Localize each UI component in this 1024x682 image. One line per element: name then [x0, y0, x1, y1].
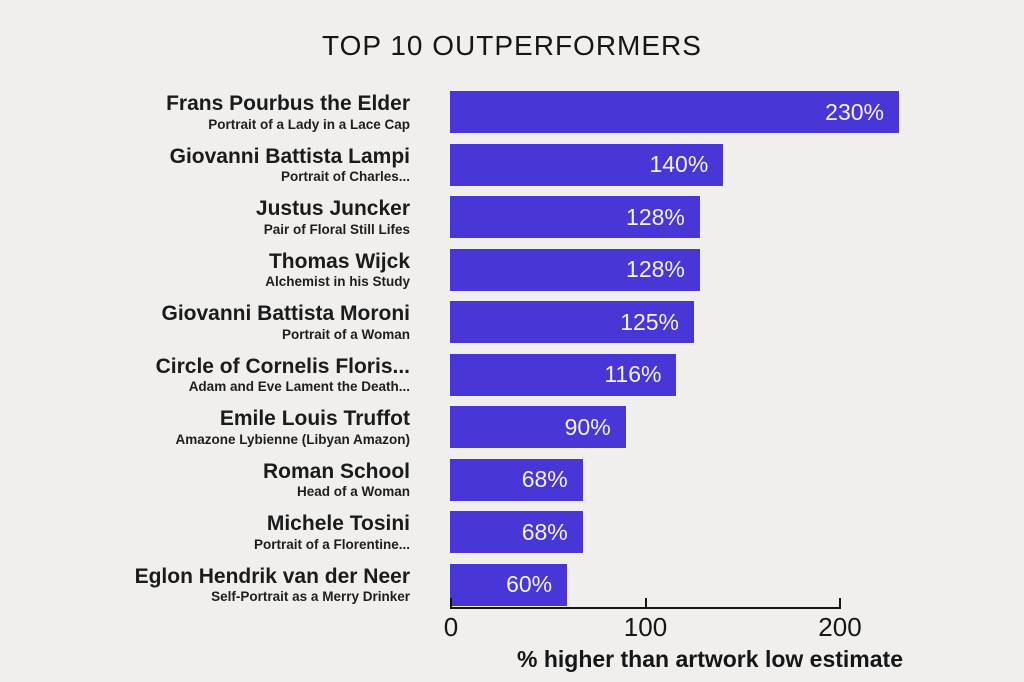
chart-row: Michele Tosini Portrait of a Florentine.…	[0, 506, 1024, 559]
row-label-block: Frans Pourbus the Elder Portrait of a La…	[0, 92, 410, 132]
bar-track: 60%	[450, 563, 899, 606]
bar: 128%	[450, 196, 700, 239]
bar-value-label: 128%	[626, 256, 685, 283]
artwork-title: Head of a Woman	[296, 484, 410, 500]
chart-row: Justus Juncker Pair of Floral Still Life…	[0, 191, 1024, 244]
chart-title: TOP 10 OUTPERFORMERS	[322, 29, 702, 61]
bar: 140%	[450, 143, 724, 186]
artwork-title: Self-Portrait as a Merry Drinker	[211, 589, 410, 605]
bar-value-label: 68%	[521, 518, 568, 545]
artist-name: Eglon Hendrik van der Neer	[134, 564, 410, 588]
row-label-block: Justus Juncker Pair of Floral Still Life…	[0, 197, 410, 237]
artist-name: Roman School	[262, 459, 410, 483]
chart-row: Thomas Wijck Alchemist in his Study 128%	[0, 244, 1024, 297]
row-label-block: Giovanni Battista Lampi Portrait of Char…	[0, 145, 410, 185]
bar-track: 116%	[450, 353, 899, 396]
bar-value-label: 116%	[604, 361, 662, 388]
artist-name: Michele Tosini	[266, 512, 410, 536]
bar: 125%	[450, 301, 695, 344]
chart-row: Frans Pourbus the Elder Portrait of a La…	[0, 86, 1024, 139]
x-axis-title: % higher than artwork low estimate	[517, 646, 903, 672]
bar-value-label: 90%	[564, 413, 611, 440]
artist-name: Justus Juncker	[255, 197, 410, 221]
bar-track: 230%	[450, 91, 899, 134]
chart-row: Giovanni Battista Moroni Portrait of a W…	[0, 296, 1024, 349]
chart-row: Giovanni Battista Lampi Portrait of Char…	[0, 139, 1024, 192]
artwork-title: Adam and Eve Lament the Death...	[188, 379, 410, 395]
bar-track: 125%	[450, 301, 899, 344]
artwork-title: Alchemist in his Study	[265, 274, 410, 290]
x-axis-tick-label: 100	[623, 612, 668, 642]
artwork-title: Pair of Floral Still Lifes	[263, 221, 410, 237]
row-label-block: Roman School Head of a Woman	[0, 460, 410, 500]
bar-value-label: 230%	[825, 98, 884, 125]
chart-row: Roman School Head of a Woman 68%	[0, 454, 1024, 507]
row-label-block: Circle of Cornelis Floris... Adam and Ev…	[0, 355, 410, 395]
artwork-title: Portrait of a Florentine...	[253, 536, 410, 552]
x-axis-tick-label: 200	[818, 612, 862, 642]
x-axis-tick-label: 0	[443, 612, 459, 642]
bar-value-label: 60%	[506, 571, 553, 598]
chart-row: Emile Louis Truffot Amazone Lybienne (Li…	[0, 401, 1024, 454]
row-label-block: Emile Louis Truffot Amazone Lybienne (Li…	[0, 407, 410, 447]
bar-track: 68%	[450, 511, 899, 554]
bar-value-label: 128%	[626, 203, 685, 230]
row-label-block: Michele Tosini Portrait of a Florentine.…	[0, 512, 410, 552]
x-axis-tick-labels: 0 100 200	[444, 612, 862, 642]
bar-track: 128%	[450, 196, 899, 239]
row-label-block: Giovanni Battista Moroni Portrait of a W…	[0, 302, 410, 342]
x-axis-tick	[450, 598, 452, 609]
bar: 90%	[450, 406, 626, 449]
artwork-title: Portrait of Charles...	[280, 169, 410, 185]
artwork-title: Amazone Lybienne (Libyan Amazon)	[175, 431, 410, 447]
bar: 230%	[450, 91, 899, 134]
bar-value-label: 125%	[620, 308, 680, 335]
bar-value-label: 68%	[521, 466, 568, 493]
artwork-title: Portrait of a Lady in a Lace Cap	[208, 116, 410, 132]
artist-name: Frans Pourbus the Elder	[166, 92, 410, 116]
chart-row: Eglon Hendrik van der Neer Self-Portrait…	[0, 559, 1024, 612]
row-label-block: Thomas Wijck Alchemist in his Study	[0, 250, 410, 290]
artist-name: Emile Louis Truffot	[219, 407, 410, 431]
bar: 68%	[450, 458, 583, 501]
bar-value-label: 140%	[649, 151, 709, 178]
bar: 128%	[450, 248, 700, 291]
chart-rows: Frans Pourbus the Elder Portrait of a La…	[0, 86, 1024, 611]
bar: 116%	[450, 353, 677, 396]
x-axis	[450, 597, 841, 609]
row-label-block: Eglon Hendrik van der Neer Self-Portrait…	[0, 565, 410, 605]
chart-row: Circle of Cornelis Floris... Adam and Ev…	[0, 349, 1024, 402]
x-axis-tick	[644, 598, 647, 609]
bar-track: 128%	[450, 248, 899, 291]
artist-name: Thomas Wijck	[268, 249, 410, 273]
artwork-title: Portrait of a Woman	[281, 326, 410, 342]
artist-name: Giovanni Battista Lampi	[169, 144, 410, 168]
bar: 60%	[450, 563, 568, 606]
bar-track: 90%	[450, 406, 899, 449]
bar: 68%	[450, 511, 583, 554]
artist-name: Circle of Cornelis Floris...	[155, 354, 410, 378]
bar-track: 140%	[450, 143, 899, 186]
bar-track: 68%	[450, 458, 899, 501]
artist-name: Giovanni Battista Moroni	[161, 302, 410, 326]
x-axis-tick	[839, 598, 841, 609]
